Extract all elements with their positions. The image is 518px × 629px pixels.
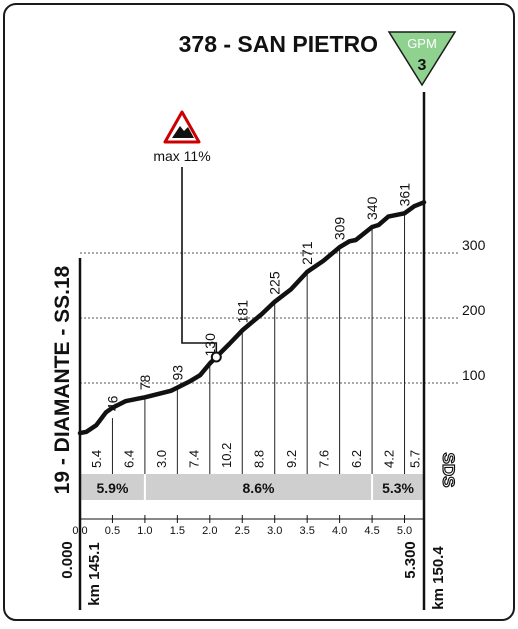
km-tick-label: 2.0 — [202, 525, 217, 537]
elevation-label: 271 — [299, 241, 315, 265]
km-tick-label: 0.5 — [105, 525, 120, 537]
segment-gradient-label: 8.8 — [251, 450, 266, 468]
start-location-label: 19 - DIAMANTE - SS.18 — [51, 265, 74, 494]
section-gradient-label: 5.9% — [96, 480, 128, 496]
profile-layer — [77, 200, 427, 436]
km-tick-label: 0.0 — [72, 525, 87, 537]
segment-gradient-label: 4.2 — [381, 450, 396, 468]
segment-gradient-label: 5.7 — [407, 450, 422, 468]
finish-race-km: km 150.4 — [430, 546, 447, 610]
km-tick-label: 2.5 — [235, 525, 250, 537]
section-gradient-label: 5.3% — [382, 480, 414, 496]
warning-mountain-icon — [172, 126, 194, 138]
y-tick-label: 200 — [462, 302, 486, 318]
km-tick-label: 3.0 — [267, 525, 282, 537]
gpm-triangle-icon — [387, 31, 457, 87]
segment-gradient-label: 3.0 — [154, 450, 169, 468]
elevation-label: 130 — [202, 333, 218, 357]
grid-layer: 100 200 300 — [80, 237, 486, 384]
segment-gradient-label: 7.4 — [187, 450, 202, 468]
max-gradient-pointer — [181, 167, 218, 357]
gpm-category: 3 — [418, 57, 427, 74]
segment-gradient-label: 6.2 — [349, 450, 364, 468]
max-gradient-label: max 11% — [153, 148, 210, 164]
km-axis: 0.0 0.5 1.0 1.5 2.0 2.5 3.0 3.5 4.0 4.5 5.0 — [72, 515, 424, 537]
segment-gradient-label: 6.4 — [122, 450, 137, 468]
finish-km-label: 5.300 — [402, 541, 419, 579]
segment-gradient-label: 9.2 — [284, 450, 299, 468]
km-tick-label: 5.0 — [397, 525, 412, 537]
elevation-label: 225 — [267, 271, 283, 295]
gpm-label: GPM — [407, 36, 437, 51]
gpm-badge: GPM 3 — [387, 31, 457, 87]
elevation-label: 78 — [137, 375, 153, 391]
start-race-km: km 145.1 — [86, 542, 103, 605]
gradient-band-bg — [80, 474, 424, 500]
segment-gradient-label: 7.6 — [316, 450, 331, 468]
start-km-label: 0.000 — [59, 541, 76, 579]
km-tick-label: 4.5 — [364, 525, 379, 537]
elevation-label: 361 — [397, 183, 413, 207]
elevation-profile-line — [77, 200, 427, 436]
climb-title: 378 - SAN PIETRO — [179, 31, 378, 57]
km-tick-label: 1.5 — [170, 525, 185, 537]
gradient-band: 5.9% 8.6% 5.3% — [80, 474, 424, 500]
y-tick-label: 300 — [462, 237, 486, 253]
max-gradient-point — [210, 351, 222, 363]
section-gradient-label: 8.6% — [243, 480, 275, 496]
km-tick-label: 3.5 — [300, 525, 315, 537]
elevation-label: 93 — [169, 365, 185, 381]
brand-logo: SDS — [439, 453, 458, 488]
segment-gradient-label: 10.2 — [219, 443, 234, 468]
elevation-label: 309 — [332, 217, 348, 241]
max-gradient-callout: max 11% — [153, 110, 211, 164]
segment-gradient-label: 5.4 — [89, 450, 104, 468]
y-tick-label: 100 — [462, 367, 486, 383]
chart-frame — [3, 3, 515, 621]
km-tick-label: 1.0 — [137, 525, 152, 537]
elevation-label: 181 — [234, 300, 250, 324]
km-tick-label: 4.0 — [332, 525, 347, 537]
elevation-label: 340 — [364, 196, 380, 220]
